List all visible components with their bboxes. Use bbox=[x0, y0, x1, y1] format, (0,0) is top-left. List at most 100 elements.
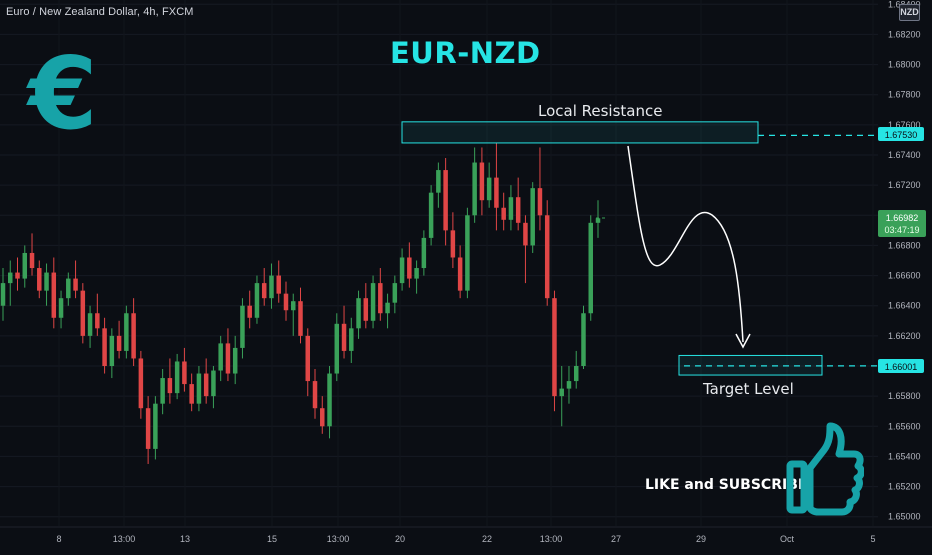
candle-body bbox=[51, 272, 57, 318]
candle-body bbox=[283, 293, 289, 311]
time-tick-label: 5 bbox=[870, 534, 875, 544]
candle-body bbox=[523, 222, 528, 246]
candle bbox=[283, 281, 289, 321]
candle-body bbox=[87, 313, 93, 336]
candle-body bbox=[138, 358, 144, 409]
candle-body bbox=[573, 366, 579, 382]
price-tick-label: 1.66600 bbox=[888, 271, 921, 281]
candle-body bbox=[494, 177, 499, 208]
candle bbox=[37, 260, 42, 299]
zones bbox=[401, 121, 878, 376]
price-tick-label: 1.68200 bbox=[888, 29, 921, 39]
candle bbox=[22, 245, 28, 288]
candle bbox=[486, 162, 492, 208]
candle-body bbox=[588, 222, 593, 314]
candle bbox=[87, 305, 93, 348]
candle-body bbox=[174, 361, 180, 394]
candle-body bbox=[581, 313, 586, 366]
time-tick-label: 8 bbox=[56, 534, 61, 544]
candle bbox=[378, 268, 383, 321]
candle-body bbox=[261, 283, 267, 299]
candle bbox=[73, 260, 78, 299]
candle bbox=[552, 290, 557, 412]
candle bbox=[566, 366, 572, 404]
price-tick-label: 1.66200 bbox=[888, 331, 921, 341]
candle-body bbox=[102, 328, 107, 366]
price-tick-label: 1.67800 bbox=[888, 90, 921, 100]
price-axis[interactable]: 1.65000 1.65200 1.65400 1.65600 1.65800 1.660… bbox=[888, 0, 921, 522]
candle bbox=[385, 293, 390, 329]
candle bbox=[8, 260, 13, 306]
currency-badge[interactable]: NZD bbox=[899, 4, 920, 21]
candle bbox=[109, 328, 115, 379]
countdown-timer: 03:47:19 bbox=[884, 225, 919, 235]
resistance-price-tag-bg bbox=[878, 127, 924, 141]
candle-body bbox=[232, 347, 238, 374]
candle-body bbox=[399, 257, 405, 284]
candle-body bbox=[341, 323, 347, 351]
time-axis[interactable]: 8 13:00 13 15 13:00 20 22 13:00 27 29 Oct 5 bbox=[0, 526, 932, 544]
candle bbox=[145, 396, 151, 464]
candle bbox=[174, 353, 180, 400]
price-tick-label: 1.67400 bbox=[888, 150, 921, 160]
candle-body bbox=[29, 252, 35, 269]
candle-body bbox=[290, 301, 296, 311]
price-tick-label: 1.66400 bbox=[888, 301, 921, 311]
candle-body bbox=[356, 298, 361, 329]
candle-body bbox=[131, 313, 136, 359]
candle bbox=[225, 328, 231, 382]
candle-body bbox=[218, 343, 223, 371]
candle-body bbox=[66, 278, 71, 299]
candle-body bbox=[479, 162, 485, 201]
candle bbox=[414, 260, 419, 294]
candle-body bbox=[472, 162, 477, 216]
candle bbox=[29, 233, 35, 276]
candle bbox=[196, 366, 202, 412]
candle bbox=[327, 366, 332, 439]
candle bbox=[399, 248, 405, 291]
current-price-tag-bg bbox=[878, 210, 926, 237]
candle bbox=[428, 185, 434, 246]
candle-body bbox=[327, 373, 332, 427]
candle bbox=[276, 260, 281, 303]
candle-body bbox=[298, 301, 303, 336]
candle-body bbox=[189, 384, 194, 404]
candle bbox=[443, 158, 448, 246]
candle bbox=[457, 245, 463, 299]
candle-body bbox=[421, 237, 427, 269]
candle bbox=[523, 215, 528, 284]
candle-body bbox=[254, 283, 260, 318]
candle bbox=[334, 313, 340, 382]
candle bbox=[320, 396, 325, 434]
time-tick-label: 29 bbox=[696, 534, 706, 544]
target-price-tag: 1.66001 bbox=[885, 362, 918, 372]
candle-body bbox=[73, 278, 78, 291]
candle-body bbox=[530, 188, 535, 246]
candle bbox=[95, 293, 100, 336]
resistance-label: Local Resistance bbox=[538, 102, 663, 120]
symbol-title: Euro / New Zealand Dollar, 4h, FXCM bbox=[6, 6, 194, 18]
candle-body bbox=[428, 192, 434, 238]
candle bbox=[472, 147, 477, 223]
candle bbox=[537, 147, 543, 231]
candle-body bbox=[8, 272, 13, 284]
candle-body bbox=[566, 381, 572, 389]
candle bbox=[290, 293, 296, 336]
price-tags: 1.67530 1.66001 1.66982 03:47:19 bbox=[878, 127, 926, 373]
candle bbox=[298, 287, 303, 344]
time-tick-label: 13:00 bbox=[113, 534, 136, 544]
candle bbox=[436, 162, 441, 208]
candle bbox=[588, 215, 593, 321]
candle bbox=[508, 185, 514, 231]
time-tick-label: 13:00 bbox=[327, 534, 350, 544]
candle-body bbox=[124, 313, 129, 351]
candle bbox=[356, 290, 361, 339]
time-tick-label: Oct bbox=[780, 534, 795, 544]
candle-body bbox=[443, 170, 448, 231]
candle bbox=[160, 369, 165, 415]
candle bbox=[530, 182, 535, 253]
candle bbox=[544, 200, 550, 306]
candle-body bbox=[276, 275, 281, 294]
